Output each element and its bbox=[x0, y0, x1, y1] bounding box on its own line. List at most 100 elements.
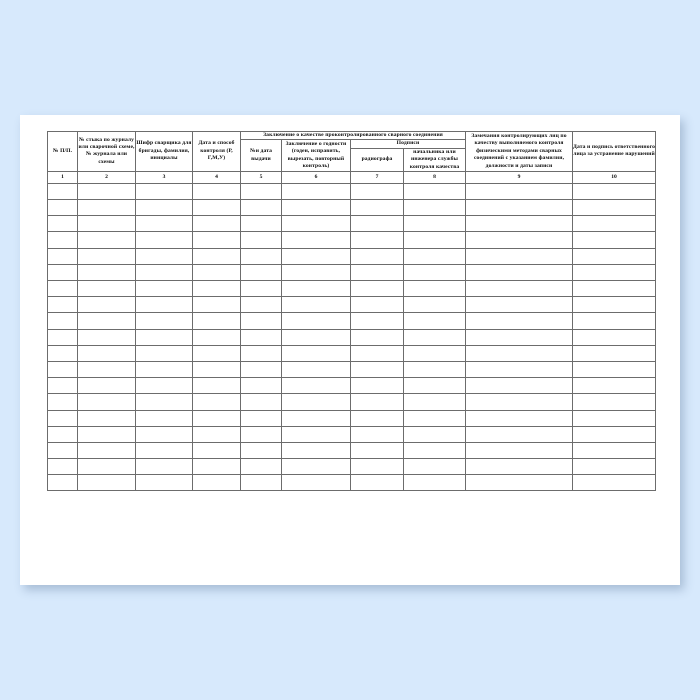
table-cell[interactable] bbox=[281, 344, 351, 362]
table-cell[interactable] bbox=[47, 360, 78, 379]
table-cell[interactable] bbox=[350, 247, 404, 265]
table-cell[interactable] bbox=[572, 247, 657, 265]
table-cell[interactable] bbox=[465, 263, 574, 282]
table-cell[interactable] bbox=[192, 199, 241, 217]
table-cell[interactable] bbox=[350, 215, 404, 233]
table-cell[interactable] bbox=[47, 458, 78, 476]
table-cell[interactable] bbox=[135, 199, 193, 217]
table-cell[interactable] bbox=[281, 199, 351, 217]
table-cell[interactable] bbox=[240, 393, 282, 411]
table-cell[interactable] bbox=[192, 215, 241, 233]
table-cell[interactable] bbox=[47, 231, 78, 249]
table-cell[interactable] bbox=[350, 458, 404, 476]
table-cell[interactable] bbox=[281, 247, 351, 265]
table-cell[interactable] bbox=[465, 328, 574, 346]
table-cell[interactable] bbox=[281, 441, 351, 460]
table-cell[interactable] bbox=[465, 312, 574, 330]
table-cell[interactable] bbox=[192, 425, 241, 443]
table-cell[interactable] bbox=[47, 312, 78, 330]
table-cell[interactable] bbox=[572, 377, 657, 395]
table-cell[interactable] bbox=[402, 199, 467, 217]
table-cell[interactable] bbox=[192, 474, 241, 492]
table-cell[interactable] bbox=[47, 279, 78, 298]
table-row[interactable] bbox=[47, 344, 657, 362]
table-cell[interactable] bbox=[350, 474, 404, 492]
table-cell[interactable] bbox=[402, 215, 467, 233]
table-cell[interactable] bbox=[281, 263, 351, 282]
table-cell[interactable] bbox=[465, 409, 574, 427]
table-cell[interactable] bbox=[192, 344, 241, 362]
table-row[interactable] bbox=[47, 425, 657, 443]
table-cell[interactable] bbox=[240, 474, 282, 492]
table-cell[interactable] bbox=[402, 458, 467, 476]
table-cell[interactable] bbox=[192, 182, 241, 201]
table-cell[interactable] bbox=[135, 377, 193, 395]
table-cell[interactable] bbox=[135, 409, 193, 427]
table-cell[interactable] bbox=[77, 279, 136, 298]
table-cell[interactable] bbox=[135, 393, 193, 411]
table-cell[interactable] bbox=[572, 199, 657, 217]
table-cell[interactable] bbox=[192, 360, 241, 379]
table-cell[interactable] bbox=[135, 474, 193, 492]
table-cell[interactable] bbox=[350, 312, 404, 330]
table-row[interactable] bbox=[47, 182, 657, 201]
table-cell[interactable] bbox=[281, 360, 351, 379]
table-cell[interactable] bbox=[240, 312, 282, 330]
table-cell[interactable] bbox=[402, 328, 467, 346]
table-cell[interactable] bbox=[281, 279, 351, 298]
table-cell[interactable] bbox=[47, 199, 78, 217]
table-cell[interactable] bbox=[465, 441, 574, 460]
table-cell[interactable] bbox=[402, 279, 467, 298]
table-cell[interactable] bbox=[402, 231, 467, 249]
table-cell[interactable] bbox=[192, 441, 241, 460]
table-cell[interactable] bbox=[77, 199, 136, 217]
table-cell[interactable] bbox=[77, 328, 136, 346]
table-cell[interactable] bbox=[77, 409, 136, 427]
table-cell[interactable] bbox=[192, 377, 241, 395]
table-cell[interactable] bbox=[350, 344, 404, 362]
table-cell[interactable] bbox=[77, 296, 136, 314]
table-row[interactable] bbox=[47, 296, 657, 314]
table-cell[interactable] bbox=[572, 409, 657, 427]
table-cell[interactable] bbox=[281, 425, 351, 443]
table-cell[interactable] bbox=[47, 296, 78, 314]
table-cell[interactable] bbox=[135, 247, 193, 265]
table-cell[interactable] bbox=[465, 344, 574, 362]
table-cell[interactable] bbox=[135, 360, 193, 379]
table-cell[interactable] bbox=[47, 474, 78, 492]
table-cell[interactable] bbox=[465, 199, 574, 217]
table-cell[interactable] bbox=[135, 458, 193, 476]
table-cell[interactable] bbox=[77, 393, 136, 411]
table-row[interactable] bbox=[47, 263, 657, 282]
table-cell[interactable] bbox=[281, 296, 351, 314]
table-cell[interactable] bbox=[350, 328, 404, 346]
table-cell[interactable] bbox=[77, 458, 136, 476]
table-cell[interactable] bbox=[465, 296, 574, 314]
table-cell[interactable] bbox=[465, 458, 574, 476]
table-cell[interactable] bbox=[135, 231, 193, 249]
table-cell[interactable] bbox=[350, 263, 404, 282]
table-row[interactable] bbox=[47, 231, 657, 249]
table-cell[interactable] bbox=[47, 409, 78, 427]
table-cell[interactable] bbox=[572, 263, 657, 282]
table-row[interactable] bbox=[47, 360, 657, 379]
table-cell[interactable] bbox=[572, 182, 657, 201]
table-cell[interactable] bbox=[350, 377, 404, 395]
table-cell[interactable] bbox=[135, 328, 193, 346]
table-cell[interactable] bbox=[465, 425, 574, 443]
table-cell[interactable] bbox=[402, 263, 467, 282]
table-cell[interactable] bbox=[192, 312, 241, 330]
table-cell[interactable] bbox=[572, 296, 657, 314]
table-cell[interactable] bbox=[402, 377, 467, 395]
table-cell[interactable] bbox=[465, 182, 574, 201]
table-cell[interactable] bbox=[350, 296, 404, 314]
table-cell[interactable] bbox=[465, 247, 574, 265]
table-cell[interactable] bbox=[192, 231, 241, 249]
table-cell[interactable] bbox=[135, 215, 193, 233]
table-cell[interactable] bbox=[240, 458, 282, 476]
table-cell[interactable] bbox=[47, 425, 78, 443]
table-cell[interactable] bbox=[240, 182, 282, 201]
table-cell[interactable] bbox=[402, 344, 467, 362]
table-cell[interactable] bbox=[350, 182, 404, 201]
table-cell[interactable] bbox=[135, 263, 193, 282]
